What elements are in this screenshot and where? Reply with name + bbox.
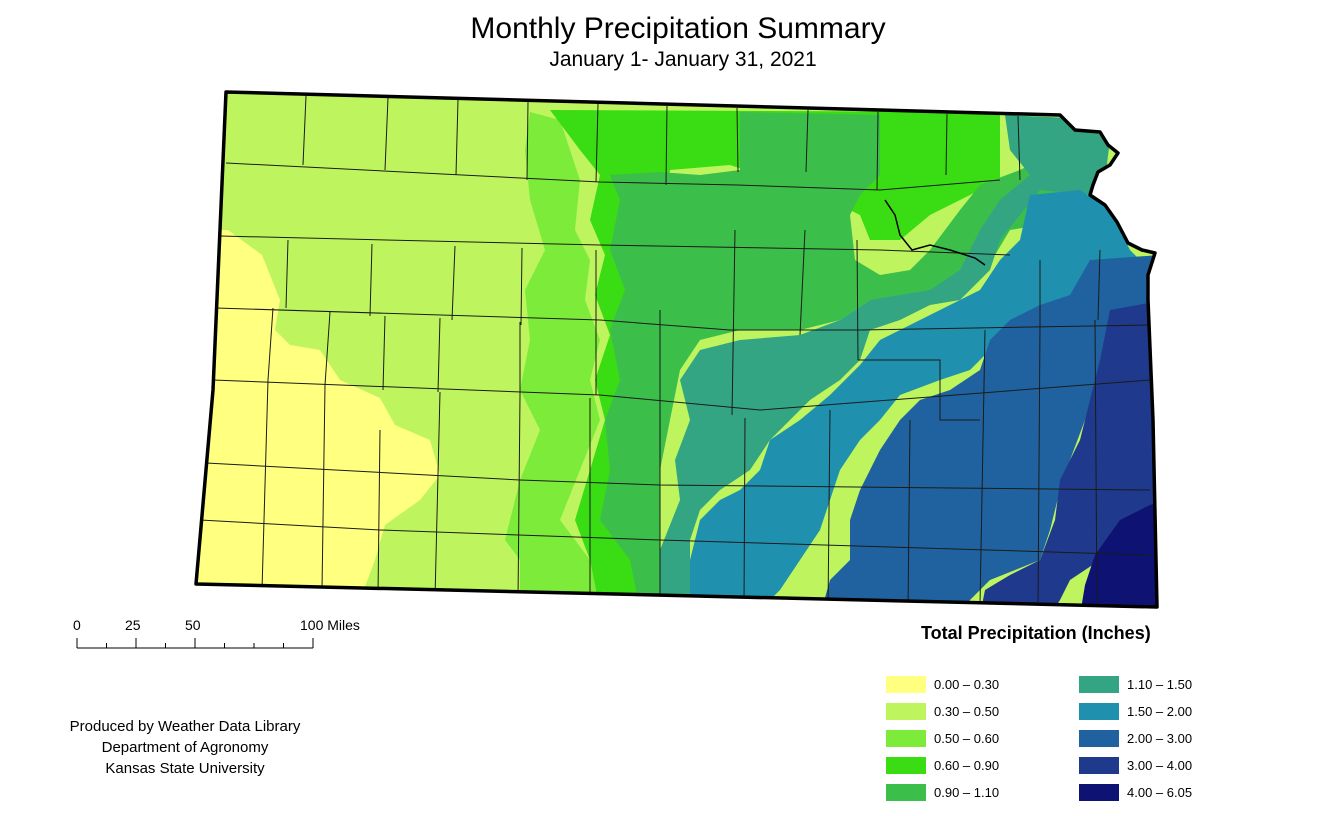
legend-item: 0.30 – 0.50 — [886, 702, 999, 720]
legend-swatch — [1079, 783, 1119, 801]
legend-swatch — [1079, 675, 1119, 693]
legend-item: 0.00 – 0.30 — [886, 675, 999, 693]
legend-item: 0.90 – 1.10 — [886, 783, 999, 801]
zone-0.90-1.10 — [600, 112, 1080, 607]
precipitation-zones — [196, 92, 1157, 607]
legend-swatch — [886, 756, 926, 774]
scale-label-50: 50 — [185, 617, 201, 633]
scale-label-0: 0 — [73, 617, 81, 633]
legend-label: 3.00 – 4.00 — [1127, 757, 1193, 773]
scale-bar — [76, 638, 314, 649]
county-boundaries — [199, 95, 1151, 607]
legend-item: 0.50 – 0.60 — [886, 729, 999, 747]
legend-swatch — [886, 783, 926, 801]
legend-label: 0.50 – 0.60 — [934, 730, 1000, 746]
zone-1.10-1.50 — [660, 115, 1110, 607]
legend-label: 0.90 – 1.10 — [934, 784, 1000, 800]
scale-label-25: 25 — [125, 617, 141, 633]
legend-label: 1.50 – 2.00 — [1127, 703, 1193, 719]
legend-item: 0.60 – 0.90 — [886, 756, 999, 774]
legend-swatch — [886, 702, 926, 720]
legend-item: 4.00 – 6.05 — [1079, 783, 1192, 801]
scale-label-100-miles: 100 Miles — [300, 617, 360, 633]
legend-label: 2.00 – 3.00 — [1127, 730, 1193, 746]
legend-item: 2.00 – 3.00 — [1079, 729, 1192, 747]
legend-swatch — [886, 729, 926, 747]
credit-line-3: Kansas State University — [105, 760, 265, 777]
river-line — [884, 199, 986, 266]
legend-item: 3.00 – 4.00 — [1079, 756, 1192, 774]
legend-item: 1.50 – 2.00 — [1079, 702, 1192, 720]
map-title: Monthly Precipitation Summary — [470, 12, 886, 45]
credit-line-1: Produced by Weather Data Library — [69, 718, 301, 735]
legend-label: 4.00 – 6.05 — [1127, 784, 1193, 800]
legend-swatch — [1079, 729, 1119, 747]
zone-4.00-6.05 — [1080, 500, 1157, 607]
legend-swatch — [1079, 756, 1119, 774]
zone-2.00-3.00 — [820, 255, 1157, 607]
legend-title: Total Precipitation (Inches) — [921, 623, 1151, 643]
legend-label: 0.30 – 0.50 — [934, 703, 1000, 719]
zone-0.00-0.30 — [196, 230, 440, 600]
zone-1.50-2.00 — [690, 190, 1150, 607]
kansas-border — [194, 90, 1159, 609]
legend-swatch — [886, 675, 926, 693]
credits: Produced by Weather Data Library Departm… — [30, 716, 340, 779]
credit-line-2: Department of Agronomy — [101, 739, 269, 756]
map-subtitle: January 1- January 31, 2021 — [549, 48, 817, 71]
zone-0.50-0.60 — [505, 112, 600, 607]
legend-label: 0.00 – 0.30 — [934, 676, 1000, 692]
legend-label: 1.10 – 1.50 — [1127, 676, 1193, 692]
legend-swatch — [1079, 702, 1119, 720]
legend-label: 0.60 – 0.90 — [934, 757, 1000, 773]
legend-item: 1.10 – 1.50 — [1079, 675, 1192, 693]
zone-0.60-0.90 — [550, 110, 1000, 607]
